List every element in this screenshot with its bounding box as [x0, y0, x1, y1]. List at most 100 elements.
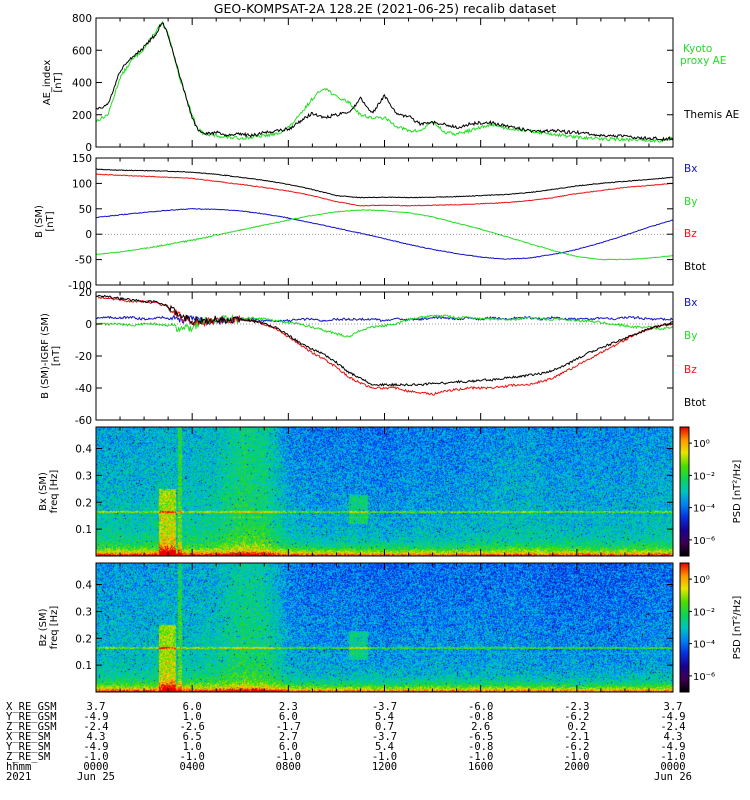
footer-value: 0800	[276, 761, 301, 773]
y-tick-label: 0	[85, 229, 92, 241]
footer-row-label: Z_RE_GSM	[6, 721, 57, 733]
footer-value: -6.0	[468, 701, 493, 713]
y-tick-label: 600	[72, 45, 92, 57]
footer-value: 2.7	[279, 731, 298, 743]
y-axis-label: AE_index	[42, 60, 53, 106]
plot-frame	[95, 157, 674, 286]
series-line-bz	[95, 173, 674, 207]
spectrogram-bx	[96, 427, 673, 556]
legend-kyoto-proxy-ae: Kyoto	[683, 43, 712, 55]
colorbar-tick-label: 10⁻⁶	[693, 672, 715, 683]
colorbar-tick-label: 10⁻²	[693, 607, 715, 618]
footer-value: 6.0	[183, 701, 202, 713]
series-line-bx	[95, 314, 674, 327]
footer-value: -1.0	[468, 751, 493, 763]
y-tick-label: 0	[85, 319, 92, 331]
series-line-bz	[95, 295, 674, 396]
spectrogram-canvas	[96, 427, 673, 556]
footer-value: 0000	[83, 761, 108, 773]
legend-bx: Bx	[684, 297, 697, 309]
y-tick-label: 0	[85, 142, 92, 154]
panel-1	[95, 168, 674, 261]
series-line-bx	[95, 207, 674, 260]
colorbar-tick-label: 10⁻⁶	[693, 536, 715, 547]
footer-value: -1.0	[276, 751, 301, 763]
footer-value: Jun 25	[77, 771, 115, 783]
legend-btot: Btot	[684, 397, 706, 409]
footer-value: -3.7	[372, 731, 397, 743]
series-line-themis-ae	[95, 22, 674, 142]
series-line-btot	[95, 168, 673, 199]
footer-value: 3.7	[664, 701, 683, 713]
y-tick-label: 100	[72, 178, 92, 190]
legend-btot: Btot	[684, 261, 706, 273]
y-tick-label: 800	[72, 13, 92, 25]
footer-value: 0400	[180, 761, 205, 773]
footer-value: 1.0	[183, 741, 202, 753]
footer-value: 2.6	[471, 721, 490, 733]
footer-value: 2000	[564, 761, 589, 773]
colorbar	[679, 562, 690, 693]
y-tick-label: 20	[79, 287, 92, 299]
footer-value: 6.0	[279, 711, 298, 723]
footer-value: -4.9	[83, 711, 108, 723]
legend-bz: Bz	[684, 228, 697, 240]
footer-row-label: Z_RE_SM	[6, 751, 50, 763]
y-tick-label: 0.4	[75, 580, 92, 592]
footer-value: -2.4	[83, 721, 108, 733]
y-axis-label: freq [Hz]	[49, 606, 60, 650]
footer-value: -1.0	[660, 751, 685, 763]
footer-value: -2.6	[180, 721, 205, 733]
footer-value: -0.8	[468, 711, 493, 723]
y-axis-label: Bz (SM)	[38, 608, 49, 646]
footer-value: -2.1	[564, 731, 589, 743]
legend-themis-ae: Themis AE	[683, 109, 739, 121]
y-tick-label: -100	[68, 280, 92, 292]
footer-value: -1.7	[276, 721, 301, 733]
y-axis-label: [nT]	[45, 211, 56, 231]
footer-value: 1.0	[183, 711, 202, 723]
footer-value: 1200	[372, 761, 397, 773]
footer-value: 0000	[660, 761, 685, 773]
footer-value: 3.7	[87, 701, 106, 713]
footer-value: 5.4	[375, 741, 394, 753]
y-axis-label: B (SM)-IGRF (SM)	[40, 313, 51, 399]
footer-value: -1.0	[180, 751, 205, 763]
footer-value: 5.4	[375, 711, 394, 723]
y-tick-label: 400	[72, 78, 92, 90]
y-tick-label: 0.1	[75, 660, 92, 672]
colorbar-label: PSD [nT²/Hz]	[732, 460, 743, 524]
colorbar-label: PSD [nT²/Hz]	[732, 596, 743, 660]
ephemeris-footer: X_RE_GSM 3.7 6.0 2.3 -3.7 -6.0 -2.3 3.7Y_RE_GSM…	[6, 701, 692, 783]
colorbar-tick-label: 10⁻⁴	[693, 640, 715, 651]
footer-value: 0.7	[375, 721, 394, 733]
footer-value: -6.5	[468, 731, 493, 743]
y-tick-label: 200	[72, 110, 92, 122]
spectrogram-bz	[96, 563, 673, 692]
y-axis-label: Bx (SM)	[38, 472, 49, 511]
footer-value: Jun 26	[654, 771, 692, 783]
footer-row-label: X_RE_GSM	[6, 701, 57, 713]
y-tick-label: 0.3	[75, 606, 92, 618]
legend-bx: Bx	[684, 163, 697, 175]
footer-value: -0.8	[468, 741, 493, 753]
y-axis-label: [nT]	[53, 72, 64, 92]
legend-bz: Bz	[684, 364, 697, 376]
colorbar-tick-label: 10⁰	[693, 439, 710, 450]
footer-value: -6.2	[564, 741, 589, 753]
y-tick-label: -40	[75, 383, 92, 395]
footer-row-label: Y_RE_GSM	[6, 711, 57, 723]
series-line-by	[95, 313, 674, 338]
footer-value: 4.3	[87, 731, 106, 743]
footer-value: 1600	[468, 761, 493, 773]
y-tick-label: 0.4	[75, 444, 92, 456]
y-tick-label: 0.3	[75, 470, 92, 482]
plot-frame	[95, 291, 674, 421]
chart-title: GEO-KOMPSAT-2A 128.2E (2021-06-25) recal…	[214, 1, 557, 16]
y-tick-label: 0.2	[75, 633, 92, 645]
footer-value: -1.0	[372, 751, 397, 763]
y-tick-label: 50	[79, 204, 92, 216]
footer-value: 6.5	[183, 731, 202, 743]
footer-value: 6.0	[279, 741, 298, 753]
